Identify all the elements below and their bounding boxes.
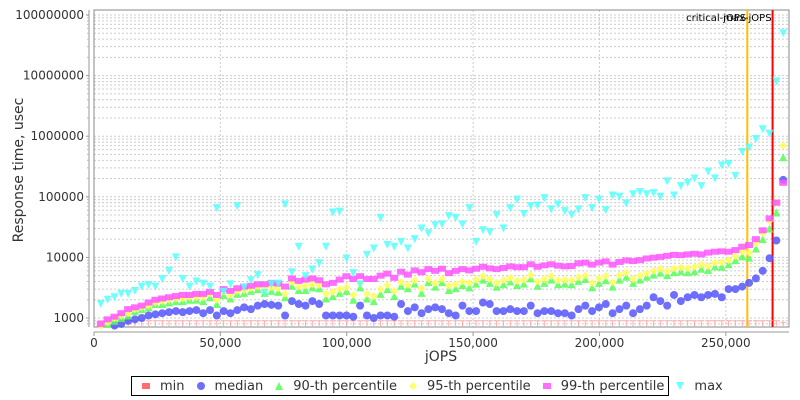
legend-label: min: [160, 378, 185, 394]
y-tick-label: 10000000: [23, 69, 84, 83]
triangle-down-icon: [676, 382, 685, 390]
x-axis-title: jOPS: [424, 349, 457, 365]
legend-label: 99-th percentile: [560, 378, 665, 394]
x-axis: 0 50,000 100,000 150,000 200,000 250,000: [90, 331, 789, 350]
legend-label: max: [694, 378, 723, 394]
square-icon: [542, 383, 551, 389]
x-tick-label: 150,000: [448, 336, 498, 350]
series-median: [110, 175, 788, 330]
y-tick-label: 1000000: [31, 129, 84, 143]
legend-item-max: max: [674, 378, 723, 394]
y-axis-title: Response time, usec: [11, 98, 27, 243]
legend-item-95-th-percentile: 95-th percentile: [407, 379, 531, 394]
marker-label: critical-jOPS: [686, 13, 746, 24]
triangle-up-icon: [275, 382, 284, 390]
legend-label: 90-th percentile: [293, 378, 397, 394]
x-tick-label: 50,000: [199, 336, 241, 350]
marker-label: max-jOPS: [723, 13, 771, 24]
y-tick-label: 1000: [53, 311, 84, 325]
legend-item-99-th-percentile: 99-th percentile: [541, 378, 665, 394]
x-tick-label: 250,000: [701, 336, 751, 350]
diamond-icon: [408, 382, 417, 390]
legend-item-min: min: [140, 379, 185, 394]
x-tick-label: 200,000: [575, 336, 625, 350]
x-tick-label: 0: [90, 336, 98, 350]
series-max: [96, 29, 788, 309]
square-icon: [142, 383, 150, 389]
data-points: [96, 29, 788, 330]
x-tick-label: 100,000: [322, 336, 372, 350]
chart-legend: min median 90-th percentile 95-th percentil…: [131, 376, 723, 396]
legend-item-median: median: [195, 378, 264, 394]
plot-area: [93, 9, 790, 328]
legend-label: median: [214, 378, 264, 394]
circle-icon: [196, 382, 205, 390]
legend-item-90-th-percentile: 90-th percentile: [273, 379, 397, 394]
y-axis: 1000 10000 100000 1000000 10000000 100000000: [15, 8, 90, 327]
y-tick-label: 100000: [38, 190, 84, 204]
series-99-th-percentile: [96, 179, 788, 327]
y-tick-label: 100000000: [15, 8, 84, 22]
legend-label: 95-th percentile: [426, 378, 531, 394]
y-tick-label: 10000: [46, 250, 84, 264]
